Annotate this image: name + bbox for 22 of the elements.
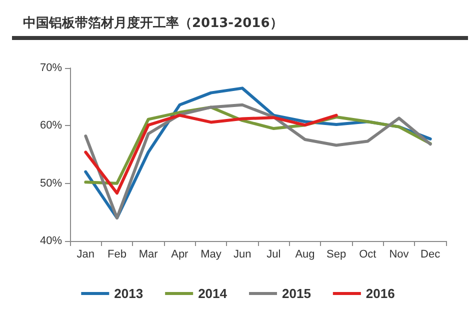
x-tick-label: Nov	[389, 248, 410, 260]
x-tick-label: Jan	[76, 248, 95, 260]
x-tick-label: Aug	[295, 248, 315, 260]
y-tick-label: 60%	[40, 120, 62, 132]
x-tick-label: Jul	[266, 248, 281, 260]
x-tick-label: Dec	[420, 248, 441, 260]
chart-title: 中国铝板带箔材月度开工率（2013-2016）	[23, 15, 283, 31]
x-tick-label: May	[200, 248, 222, 260]
legend-label: 2016	[366, 286, 395, 301]
y-tick-label: 50%	[40, 177, 62, 190]
x-tick-label: Oct	[359, 248, 376, 260]
y-tick-label: 70%	[40, 62, 62, 74]
x-tick-label: Apr	[171, 248, 189, 260]
legend-label: 2014	[198, 286, 228, 301]
x-tick-label: Feb	[108, 248, 126, 260]
x-tick-label: Mar	[138, 248, 158, 260]
legend-label: 2013	[114, 286, 144, 301]
y-tick-label: 40%	[40, 235, 62, 247]
legend-label: 2015	[282, 286, 311, 301]
x-tick-label: Jun	[233, 248, 252, 260]
x-tick-label: Sep	[326, 248, 346, 260]
line-series	[84, 114, 338, 195]
